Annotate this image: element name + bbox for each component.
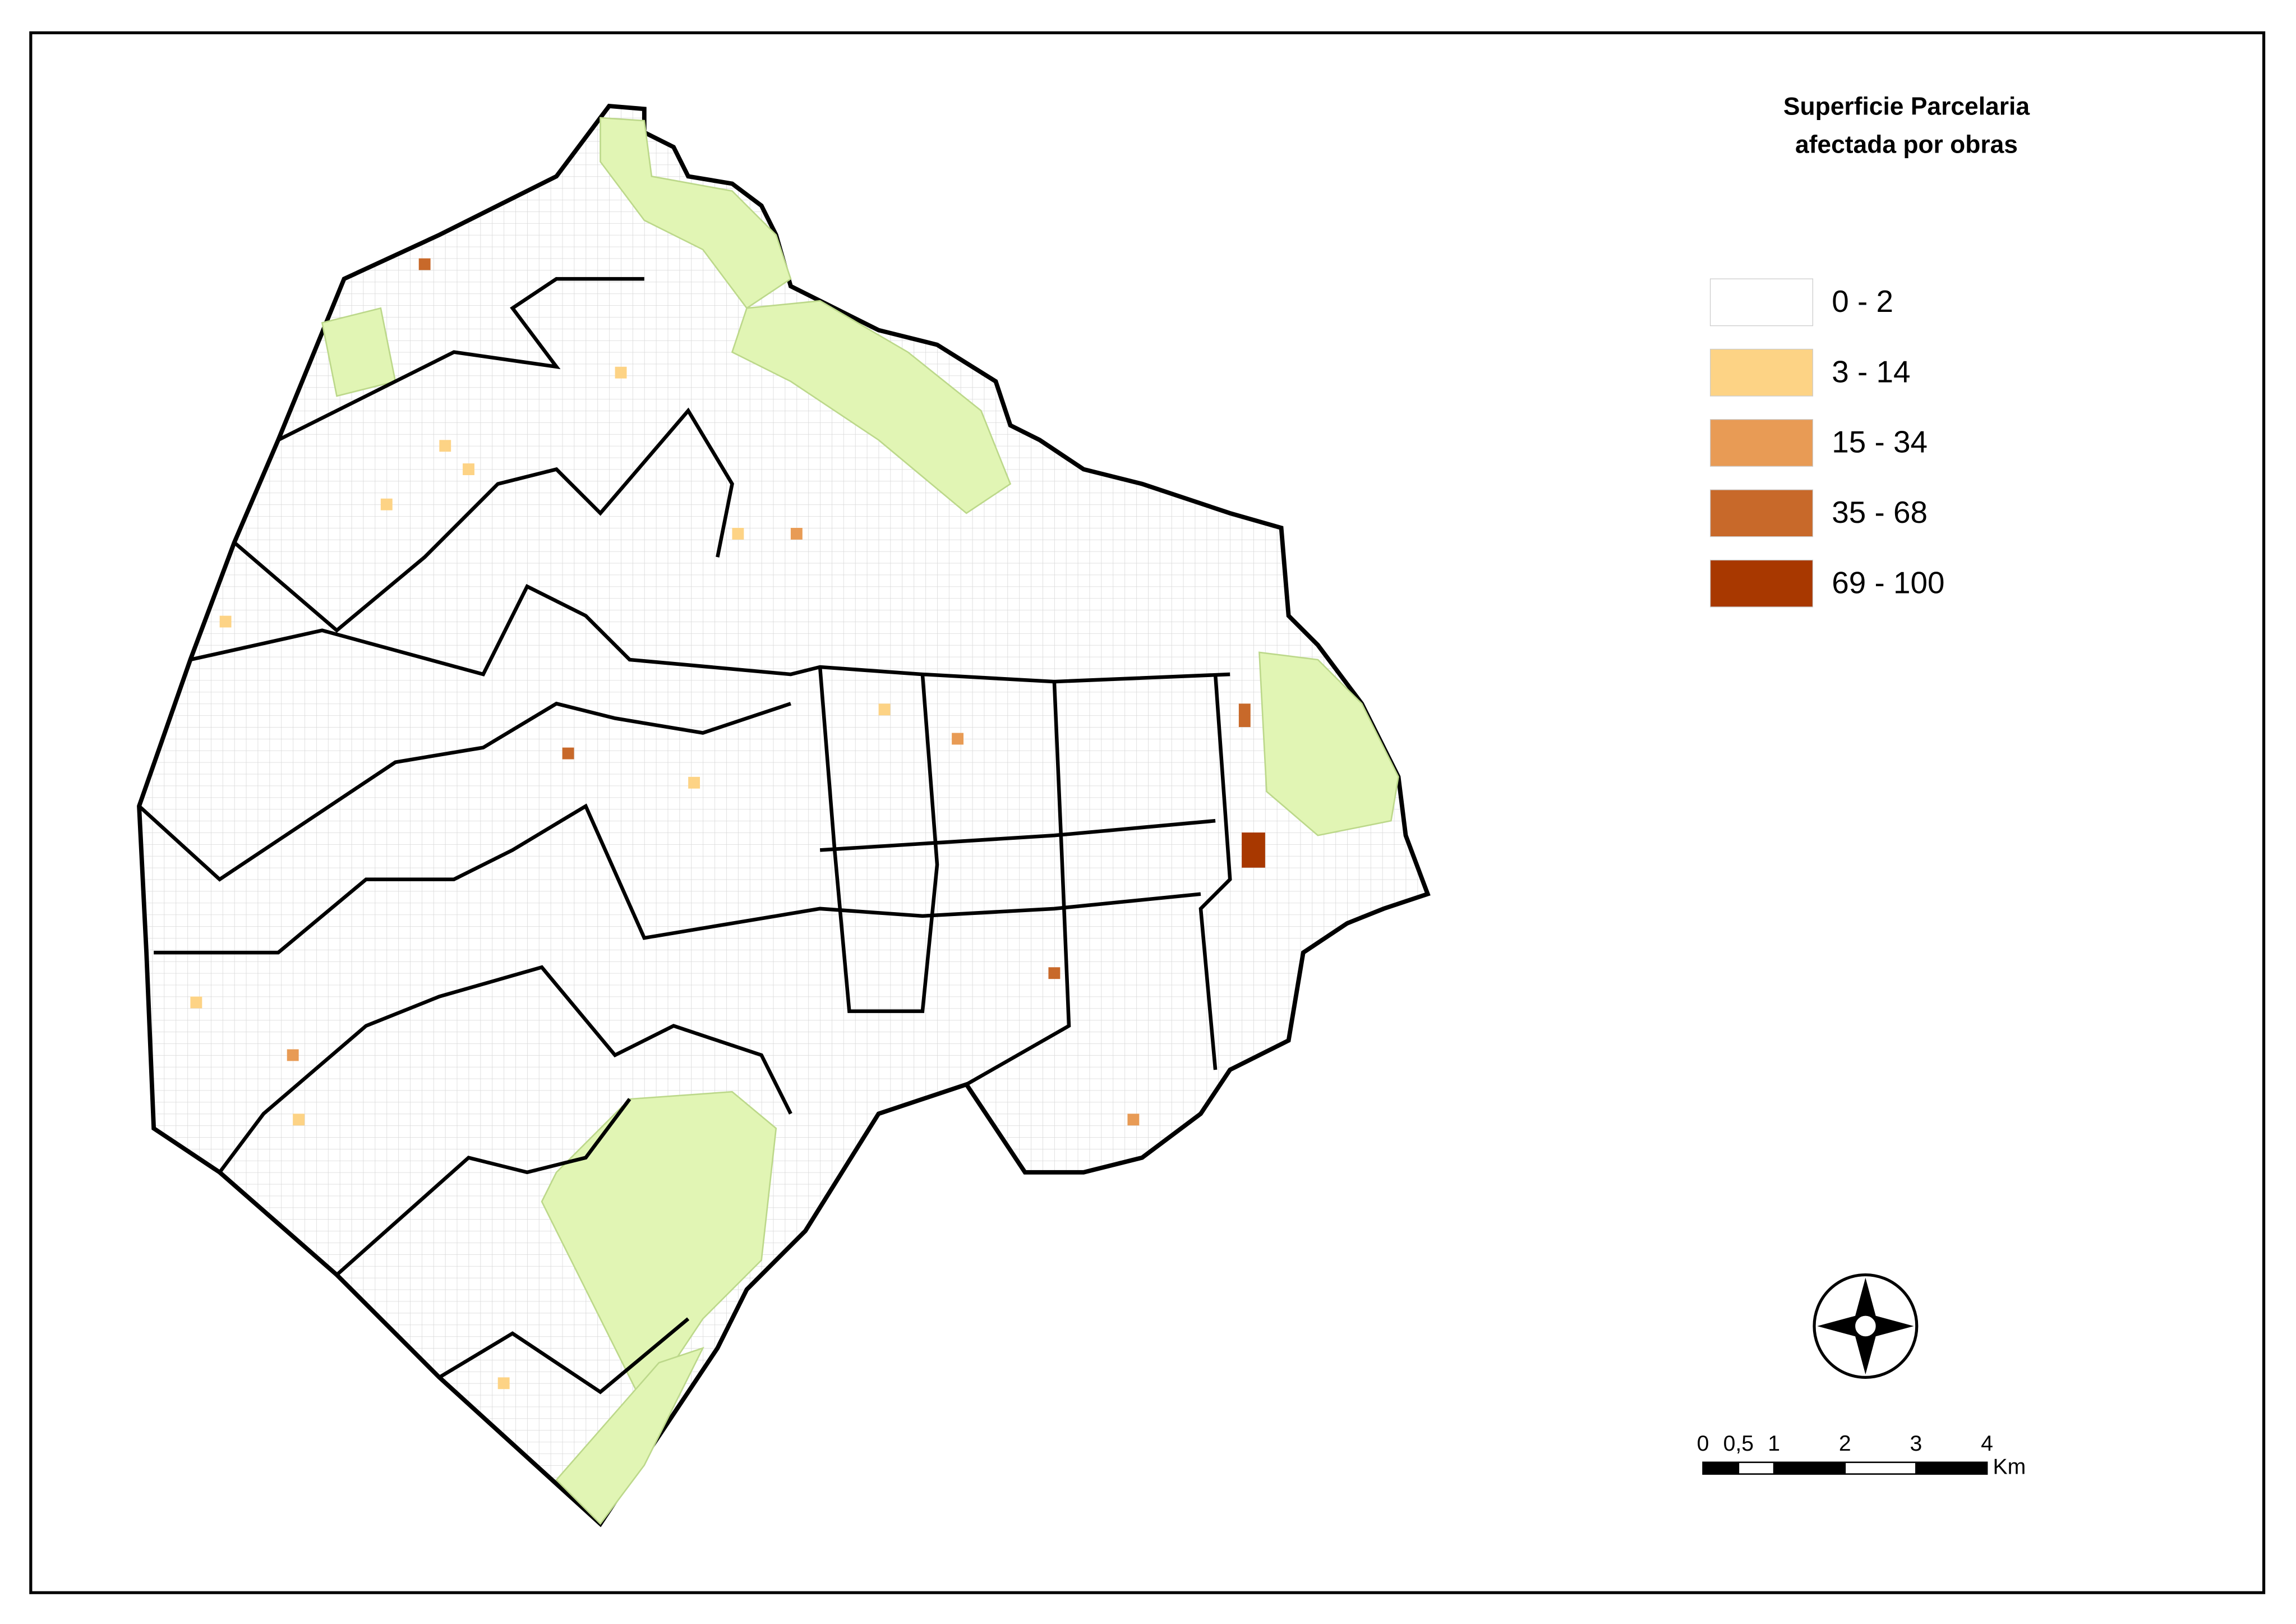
- parcel-cell: [562, 747, 574, 760]
- map-title: afectada por obras: [1795, 131, 2018, 159]
- parcel-cell: [688, 776, 700, 789]
- boundary: [154, 803, 1201, 955]
- legend-label: 3 - 14: [1832, 354, 1910, 389]
- parcel-cell: [380, 498, 393, 510]
- boundary: [438, 1317, 690, 1395]
- legend-swatch: [1709, 489, 1814, 537]
- scale-label: 0,5: [1723, 1432, 1754, 1456]
- boundary: [965, 681, 1071, 1086]
- city-map: [137, 103, 1431, 1528]
- parcel-cell: [1242, 832, 1265, 868]
- scale-segment: [1702, 1461, 1740, 1475]
- boundary: [190, 584, 1230, 684]
- legend-swatch: [1709, 559, 1814, 608]
- parcel-cell: [190, 996, 202, 1009]
- scale-segment: [1773, 1461, 1846, 1475]
- parks: [321, 117, 1399, 1525]
- boundary: [818, 666, 939, 1013]
- parcel-cell: [1127, 1114, 1140, 1126]
- parcel-cell: [790, 527, 803, 540]
- scale-label: 4: [1981, 1432, 1993, 1456]
- parcel-cell: [439, 440, 451, 452]
- legend-swatch: [1709, 278, 1814, 326]
- parcel-cell: [497, 1377, 510, 1390]
- legend-swatch: [1709, 348, 1814, 397]
- boundary: [137, 701, 791, 882]
- parcel-cell: [293, 1114, 305, 1126]
- legend-label: 0 - 2: [1832, 284, 1893, 319]
- boundary: [819, 818, 1216, 852]
- scale-label: 1: [1768, 1432, 1780, 1456]
- scale-bar: 0 0,5 1 2 3 4Km: [1697, 1432, 2026, 1479]
- scale-label: 0: [1697, 1432, 1709, 1456]
- park: [555, 1346, 704, 1525]
- parcel-cell: [219, 615, 232, 628]
- boundary: [233, 407, 734, 633]
- affected-parcels: [190, 258, 1265, 1390]
- boundary: [277, 277, 644, 442]
- boundary: [1198, 674, 1232, 1070]
- park: [541, 1091, 777, 1409]
- legend-label: 35 - 68: [1832, 495, 1928, 530]
- scale-label: 3: [1910, 1432, 1922, 1456]
- legend: 0 - 2 3 - 14 15 - 34 35 - 68 69 - 100: [1709, 278, 1945, 608]
- parcel-cell: [732, 527, 744, 540]
- scale-unit: Km: [1993, 1455, 2026, 1479]
- parcel-cell: [287, 1049, 299, 1061]
- parcel-cell: [418, 258, 431, 270]
- compass-center: [1852, 1313, 1879, 1340]
- north-arrow: [1813, 1273, 1919, 1379]
- map-title: Superficie Parcelaria: [1783, 93, 2030, 121]
- parcel-cell: [463, 463, 474, 475]
- boundary: [218, 965, 792, 1174]
- scale-label: 2: [1839, 1432, 1851, 1456]
- scale-segment: [1844, 1461, 1917, 1475]
- scale-segment: [1737, 1461, 1775, 1475]
- scale-segment: [1915, 1461, 1988, 1475]
- legend-swatch: [1709, 419, 1814, 467]
- parcel-cell: [952, 733, 964, 745]
- parcel-cell: [1238, 703, 1251, 728]
- parcel-cell: [615, 366, 627, 379]
- legend-label: 15 - 34: [1832, 425, 1928, 459]
- park: [1258, 651, 1399, 836]
- park: [600, 117, 792, 310]
- legend-label: 69 - 100: [1832, 565, 1944, 600]
- boundary: [335, 1098, 631, 1277]
- district-boundaries: [137, 277, 1232, 1395]
- parcel-cell: [878, 703, 891, 716]
- parcel-cell: [1048, 967, 1061, 979]
- park: [731, 300, 1012, 514]
